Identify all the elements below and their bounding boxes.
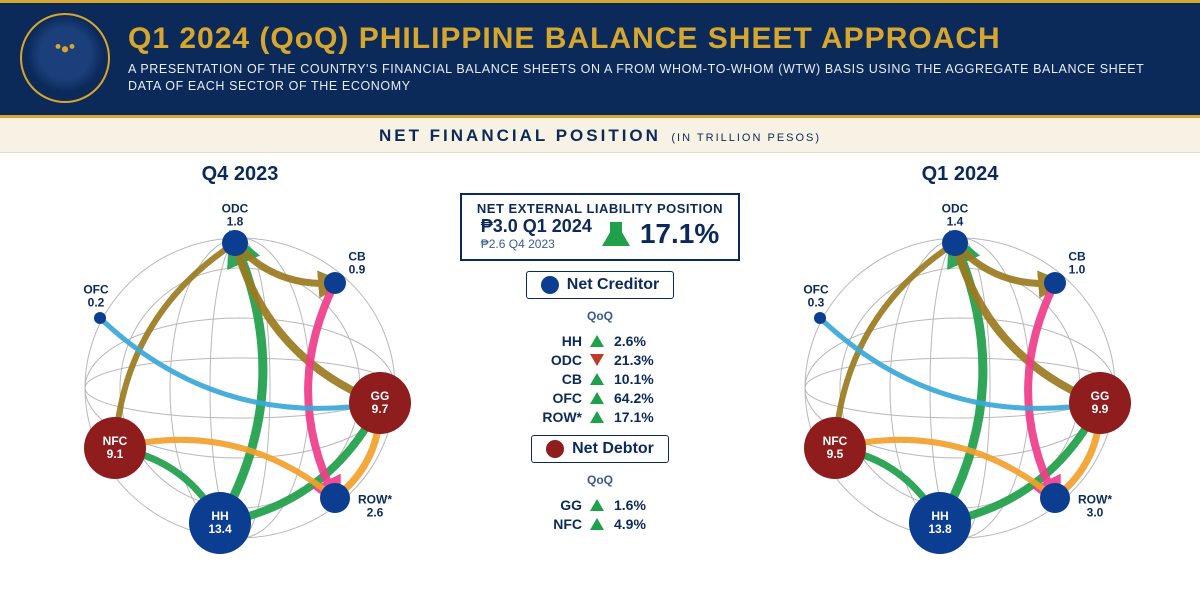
nel-current: ₱3.0 Q1 2024 xyxy=(481,216,592,237)
globe-title-left: Q4 2023 xyxy=(40,163,440,186)
node-row xyxy=(1040,483,1070,513)
legend-debtor-header: Net Debtor xyxy=(531,435,669,463)
node-cb xyxy=(1044,272,1066,294)
legend-row: ODC21.3% xyxy=(536,352,664,368)
nel-previous: ₱2.6 Q4 2023 xyxy=(481,237,592,251)
center-column: NET EXTERNAL LIABILITY POSITION ₱3.0 Q1 … xyxy=(460,163,740,548)
legend-row: GG1.6% xyxy=(536,497,664,513)
node-label-ofc: OFC0.3 xyxy=(803,283,828,308)
legend-debtor-label: Net Debtor xyxy=(572,440,654,458)
nel-percent: 17.1% xyxy=(640,218,719,250)
legend-creditor-label: Net Creditor xyxy=(567,276,659,294)
nel-title: NET EXTERNAL LIABILITY POSITION xyxy=(474,201,726,216)
node-odc xyxy=(942,230,968,256)
legend-row: ROW*17.1% xyxy=(536,409,664,425)
legend-debtor-rows: GG1.6% NFC4.9% xyxy=(536,497,664,532)
legend-creditor-rows: HH2.6% ODC21.3% CB10.1% OFC64.2% ROW*17.1% xyxy=(536,333,664,425)
debtor-swatch xyxy=(546,440,564,458)
page-title: Q1 2024 (QoQ) PHILIPPINE BALANCE SHEET A… xyxy=(128,22,1180,55)
globe-q4-2023: Q4 2023 ODC1.8CB0.9OFC0.2ROW*2.6HH13.4GG… xyxy=(40,163,440,548)
bsp-logo xyxy=(20,13,110,103)
node-label-row: ROW*3.0 xyxy=(1078,493,1112,518)
node-gg: GG9.9 xyxy=(1069,372,1131,434)
node-gg: GG9.7 xyxy=(349,372,411,434)
node-nfc: NFC9.5 xyxy=(804,417,866,479)
node-hh: HH13.8 xyxy=(909,492,971,554)
header: Q1 2024 (QoQ) PHILIPPINE BALANCE SHEET A… xyxy=(0,0,1200,118)
globe-title-right: Q1 2024 xyxy=(760,163,1160,186)
legend-row: OFC64.2% xyxy=(536,390,664,406)
node-label-cb: CB0.9 xyxy=(348,250,365,275)
node-ofc xyxy=(814,312,826,324)
globe-q1-2024: Q1 2024 ODC1.4CB1.0OFC0.3ROW*3.0HH13.8GG… xyxy=(760,163,1160,548)
creditor-swatch xyxy=(541,276,559,294)
node-row xyxy=(320,483,350,513)
legend-creditor-header: Net Creditor xyxy=(526,271,674,299)
node-ofc xyxy=(94,312,106,324)
net-external-liability-box: NET EXTERNAL LIABILITY POSITION ₱3.0 Q1 … xyxy=(460,193,740,261)
legend-row: NFC4.9% xyxy=(536,516,664,532)
section-heading: NET FINANCIAL POSITION (IN TRILLION PESO… xyxy=(0,118,1200,153)
node-nfc: NFC9.1 xyxy=(84,417,146,479)
content-grid: Q4 2023 ODC1.8 CB0.9 OFC0.2 ROW*2.6 HH13.4 GG… xyxy=(0,153,1200,568)
creditor-qoq-label: QoQ xyxy=(587,309,613,323)
node-cb xyxy=(324,272,346,294)
node-label-odc: ODC1.8 xyxy=(222,202,249,227)
arrow-up-icon xyxy=(602,222,630,246)
node-label-odc: ODC1.4 xyxy=(942,202,969,227)
node-hh: HH13.4 xyxy=(189,492,251,554)
debtor-qoq-label: QoQ xyxy=(587,473,613,487)
node-label-cb: CB1.0 xyxy=(1068,250,1085,275)
page-subtitle: A PRESENTATION OF THE COUNTRY'S FINANCIA… xyxy=(128,61,1180,95)
section-title: NET FINANCIAL POSITION xyxy=(379,126,661,145)
node-label-row: ROW*2.6 xyxy=(358,493,392,518)
section-unit: (IN TRILLION PESOS) xyxy=(671,132,821,144)
legend-row: HH2.6% xyxy=(536,333,664,349)
header-text: Q1 2024 (QoQ) PHILIPPINE BALANCE SHEET A… xyxy=(128,22,1180,95)
node-label-ofc: OFC0.2 xyxy=(83,283,108,308)
legend-row: CB10.1% xyxy=(536,371,664,387)
node-odc xyxy=(222,230,248,256)
